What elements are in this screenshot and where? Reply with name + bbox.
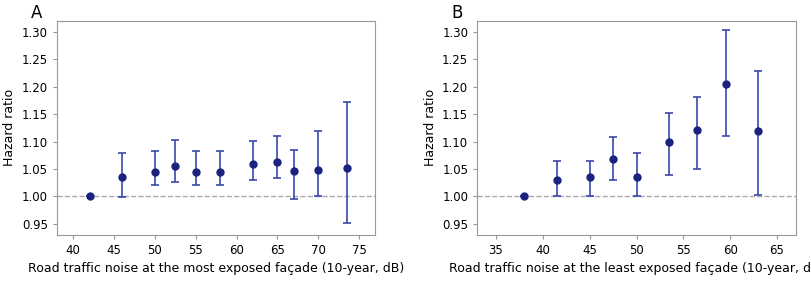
Y-axis label: Hazard ratio: Hazard ratio [3,89,16,166]
Y-axis label: Hazard ratio: Hazard ratio [423,89,436,166]
X-axis label: Road traffic noise at the least exposed façade (10-year, dB): Road traffic noise at the least exposed … [448,262,811,275]
Text: B: B [451,4,462,22]
Text: A: A [32,4,43,22]
X-axis label: Road traffic noise at the most exposed façade (10-year, dB): Road traffic noise at the most exposed f… [28,262,404,275]
